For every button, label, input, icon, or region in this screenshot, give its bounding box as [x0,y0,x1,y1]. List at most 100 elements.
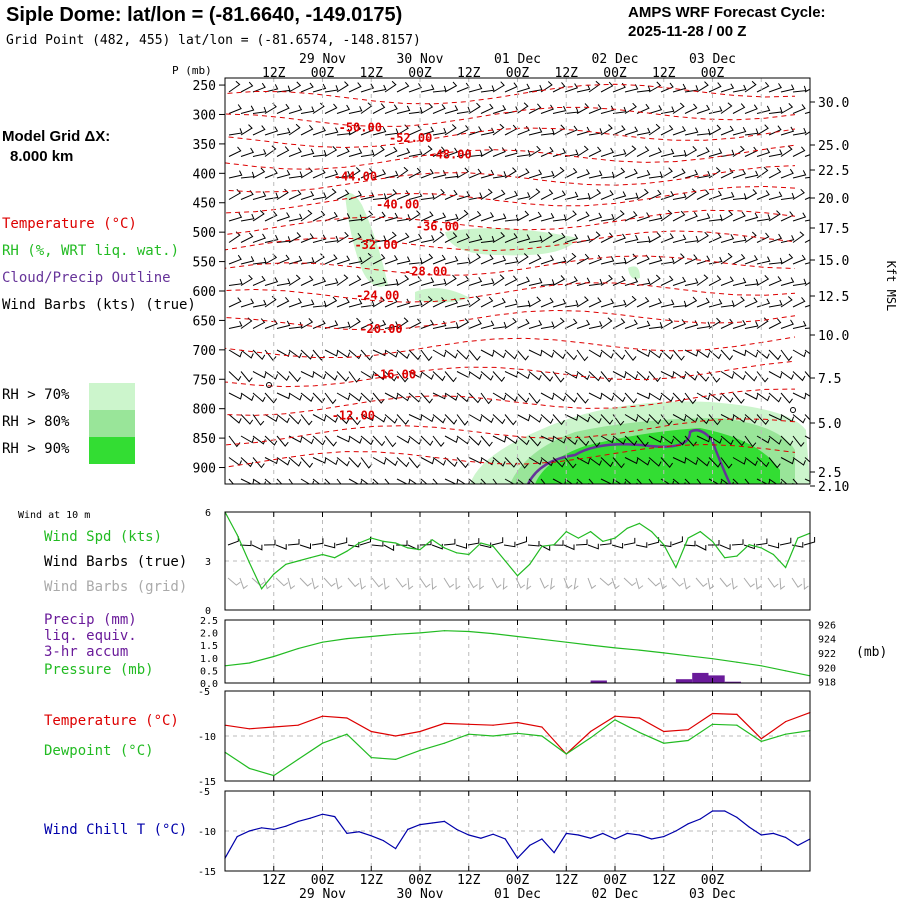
wind-barb [432,478,439,484]
wind-barb [576,84,591,93]
wind-barb [480,349,495,357]
wind-barb [780,319,794,329]
wind-barb [576,145,589,157]
wind-barb-true [708,540,720,546]
wind-barb [468,126,483,136]
wind-barb [744,457,758,467]
wind-barb [780,277,795,286]
height-tick-label: 30.0 [818,96,849,111]
wind-barb [516,371,531,380]
wind-barb [228,414,242,424]
wind-barb [564,371,579,379]
wind-barb [264,414,279,422]
wind-barb [288,123,301,136]
wind-barb [300,414,313,426]
wind-barb [348,214,363,222]
wind-barb-true [515,536,527,546]
dewpoint-point [760,740,762,743]
wind-barb-true [611,543,624,549]
wind-barb [408,233,423,243]
wind-barb [792,320,807,329]
wind-barb [660,190,675,200]
wind-speed-point [407,547,409,549]
wind-barb [444,349,458,359]
wind-speed-point [370,537,372,539]
wind-speed-point [565,531,567,533]
wind-barb-grid [467,577,478,589]
wind-barb [432,231,445,243]
wind-barb [348,435,363,444]
dewpoint-point [443,742,445,744]
wind-barb [768,349,782,361]
wind-barb [684,103,698,114]
model-grid-value: 8.000 km [10,148,74,165]
wind-barb-grid [573,577,579,591]
wind-barb [768,414,783,421]
rh80-swatch [89,410,135,437]
wind-barb [468,371,483,380]
wind-barb [588,392,603,400]
wind-barb [744,279,759,286]
isotherm-label: -50.00 [339,120,382,134]
pressure-y-tick-label: 918 [818,678,836,689]
temperature-point [297,724,299,726]
wind-barb-grid [455,577,461,590]
wind-barb [720,349,734,361]
wind-barb [744,349,759,358]
wind-barb [600,124,613,136]
bottom-date-label: 02 Dec [592,887,639,900]
wind-barb [252,82,266,93]
windchill-point [431,822,433,824]
wind-barb [540,170,555,179]
wind-barb [660,209,673,222]
wind-barb [492,189,506,200]
wind-barb [720,392,734,403]
wind-barb [336,478,342,484]
wind-barb [384,435,397,448]
precip-bar [675,679,693,683]
wind-barb [576,392,589,404]
wind-barb-grid [707,577,715,590]
dewpoint-point [419,749,421,752]
wind-barb [408,257,423,265]
wind-barb [672,349,685,361]
wind-barb [624,295,637,308]
wind-barb [264,371,278,380]
wind-barb [360,168,374,179]
wind-barb [348,148,363,157]
height-tick-label: 7.5 [818,372,841,387]
wind-barb [648,322,663,329]
wind-barb [300,349,314,360]
wind-barb-grid [395,577,407,588]
windchill-y-tick-label: -10 [198,827,216,838]
dewpoint-point [321,742,324,744]
wind-barb [564,300,579,308]
wind-barb [372,319,387,329]
wind-speed-point [358,542,360,544]
rh-region-2 [415,288,470,303]
wind-barb [300,106,315,114]
wind-barb [444,414,458,425]
wind-barb [540,146,554,157]
windchill-point [407,828,409,831]
wind-barb [648,232,662,243]
wind-speed-point [711,540,714,543]
windchill-point [468,834,470,836]
wind-barb [588,146,602,157]
wind-barb [492,171,507,179]
wind-barb [804,414,810,421]
precip-accum-label: 3-hr accum [44,644,129,660]
wind-barb [600,478,615,484]
wind-barb [648,213,663,222]
wind-barb [648,189,662,200]
wind-barb-grid [550,577,555,591]
wind-barb [528,414,542,423]
wind-barb-true [683,540,696,547]
temperature-point [248,728,250,730]
windchill-point [480,837,482,839]
wind-barb-grid [587,577,597,590]
wind-barb [336,435,351,443]
top-time-tick-label: 12Z [652,66,676,81]
wind-barb [324,478,337,484]
wind-barb [636,127,651,136]
